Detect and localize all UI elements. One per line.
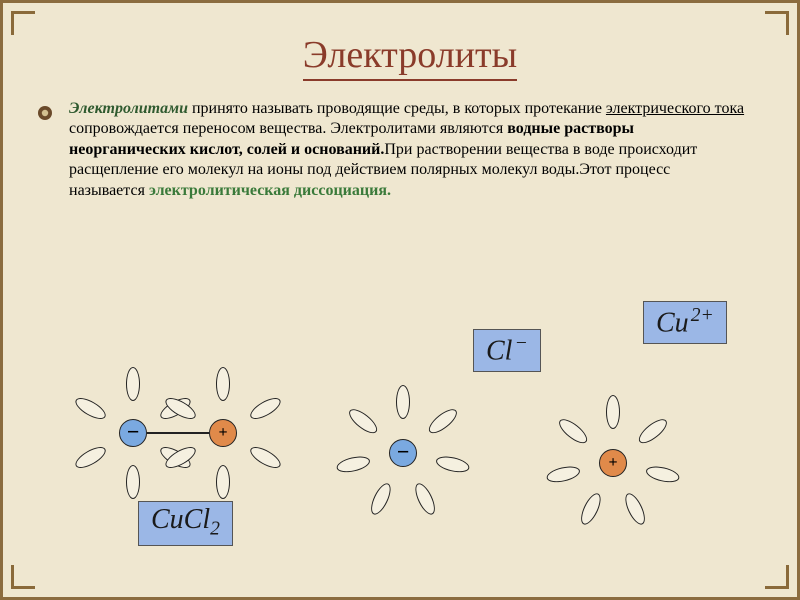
water-dipole-icon: [396, 385, 410, 419]
water-dipole-icon: [72, 443, 108, 472]
corner-decoration: [11, 11, 35, 35]
water-dipole-icon: [367, 481, 394, 518]
water-dipole-icon: [345, 405, 380, 437]
cation-icon: +: [599, 449, 627, 477]
water-dipole-icon: [126, 465, 140, 499]
corner-decoration: [765, 11, 789, 35]
water-dipole-icon: [247, 443, 283, 472]
term-electrolytes: Электролитами: [69, 100, 188, 117]
body-paragraph: Электролитами принято называть проводящи…: [63, 99, 757, 201]
water-dipole-icon: [621, 491, 648, 528]
link-electric-current: электрического тока: [606, 100, 744, 117]
body-seg2: сопровождается переносом вещества. Элект…: [69, 120, 507, 137]
slide: Электролиты Электролитами принято называ…: [0, 0, 800, 600]
ion-label-cu: Cu2+: [643, 301, 727, 344]
cation-icon: +: [209, 419, 237, 447]
water-dipole-icon: [635, 415, 670, 447]
water-dipole-icon: [606, 395, 620, 429]
water-dipole-icon: [645, 464, 681, 485]
water-dipole-icon: [216, 367, 230, 401]
water-dipole-icon: [435, 454, 471, 475]
water-dipole-icon: [216, 465, 230, 499]
anion-icon: −: [119, 419, 147, 447]
water-dipole-icon: [247, 394, 283, 423]
water-dipole-icon: [411, 481, 438, 518]
dissociation-diagram: CuCl2 Cl− Cu2+ − + − +: [3, 263, 800, 583]
body-seg1: принято называть проводящие среды, в кот…: [188, 100, 606, 117]
water-dipole-icon: [577, 491, 604, 528]
water-dipole-icon: [126, 367, 140, 401]
water-dipole-icon: [335, 454, 371, 475]
bullet-icon: [37, 105, 53, 121]
title-text: Электролиты: [303, 33, 517, 81]
term-dissociation: электролитическая диссоциация.: [149, 182, 391, 199]
ion-label-cucl2: CuCl2: [138, 501, 233, 546]
slide-title: Электролиты: [63, 33, 757, 81]
anion-icon: −: [389, 439, 417, 467]
water-dipole-icon: [72, 394, 108, 423]
bond-line: [147, 432, 209, 434]
water-dipole-icon: [555, 415, 590, 447]
ion-label-cl: Cl−: [473, 329, 541, 372]
water-dipole-icon: [425, 405, 460, 437]
water-dipole-icon: [545, 464, 581, 485]
